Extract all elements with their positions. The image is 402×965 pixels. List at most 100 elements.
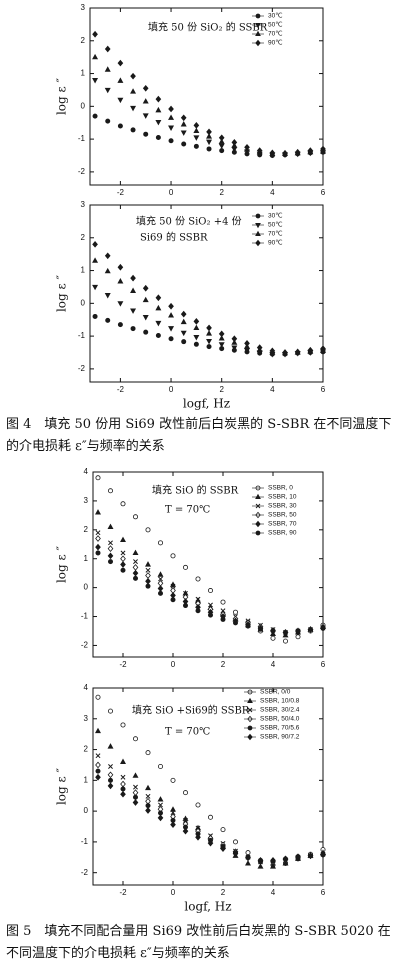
data-point (206, 324, 212, 332)
data-point (104, 66, 111, 72)
x-tick-label: 6 (321, 888, 326, 897)
y-tick-label: 3 (81, 200, 86, 209)
data-point (130, 127, 136, 133)
data-point (180, 330, 187, 337)
data-point (195, 596, 201, 602)
data-point (157, 571, 164, 577)
data-point (132, 564, 139, 571)
data-point (180, 318, 187, 325)
data-point (320, 145, 326, 153)
data-point (120, 561, 126, 568)
y-axis-label: log ε ″ (55, 767, 69, 805)
x-tick-label: -2 (117, 188, 125, 197)
data-point (206, 133, 213, 139)
data-point (232, 609, 238, 615)
data-point (92, 240, 98, 248)
data-point (282, 629, 288, 635)
data-point (120, 550, 126, 556)
legend-label: SSBR, 0 (268, 485, 293, 492)
data-point (143, 131, 149, 137)
data-point (145, 527, 151, 533)
plot-frame (89, 204, 324, 383)
data-point (307, 147, 314, 154)
data-point (142, 98, 149, 104)
y-tick-label: -1 (78, 331, 86, 340)
data-point (270, 857, 276, 864)
data-point (155, 119, 162, 126)
data-point (120, 722, 126, 728)
legend-marker (255, 230, 261, 236)
data-point (155, 320, 162, 327)
data-point (231, 339, 238, 345)
data-point (256, 147, 263, 154)
y-tick-label: 0 (81, 298, 86, 307)
data-point (104, 87, 111, 94)
data-point (107, 523, 114, 530)
data-point (245, 623, 251, 629)
x-axis-label: logf, Hz (183, 397, 230, 411)
data-point (244, 143, 250, 151)
x-axis-label: logf, Hz (184, 900, 231, 914)
y-tick-label: 0 (84, 583, 89, 592)
x-tick-label: 6 (321, 660, 326, 669)
data-point (117, 301, 124, 307)
y-tick-label: -1 (81, 612, 89, 621)
data-point (181, 141, 187, 147)
data-point (206, 344, 212, 350)
data-point (195, 576, 201, 582)
annotation: T = 70℃ (165, 727, 210, 738)
data-point (142, 113, 149, 119)
data-point (157, 585, 164, 592)
figure-caption: 图 4 填充 50 份用 Si69 改性前后白炭黑的 S-SBR 在不同温度下的… (6, 417, 392, 454)
data-point (120, 536, 126, 543)
data-point (182, 564, 188, 570)
data-point (180, 121, 187, 127)
y-axis-label: log ε ″ (55, 545, 69, 583)
data-point (130, 88, 137, 94)
y-tick-label: 2 (81, 36, 86, 45)
legend-label: 30℃ (268, 212, 283, 220)
data-point (95, 475, 101, 481)
data-point (170, 777, 176, 783)
data-point (92, 313, 98, 319)
legend-marker (255, 223, 261, 229)
data-point (104, 293, 111, 299)
data-point (206, 338, 213, 345)
data-point (95, 694, 101, 700)
data-point (232, 620, 238, 626)
y-tick-label: 2 (81, 233, 86, 242)
data-point (95, 509, 101, 515)
data-point (95, 535, 101, 542)
data-point (220, 599, 226, 605)
data-point (107, 545, 114, 552)
data-point (220, 827, 226, 833)
data-point (182, 603, 188, 609)
data-point (157, 540, 163, 546)
data-point (132, 514, 138, 520)
data-point (193, 324, 200, 330)
data-point (294, 148, 301, 156)
data-point (206, 139, 213, 146)
data-point (257, 857, 264, 864)
data-point (95, 530, 101, 536)
data-point (218, 342, 225, 348)
data-point (130, 105, 137, 112)
y-tick-label: 1 (81, 266, 86, 275)
y-tick-label: -2 (78, 364, 86, 373)
data-point (218, 138, 225, 144)
data-point (219, 148, 225, 154)
data-point (108, 540, 113, 546)
data-point (193, 121, 200, 129)
data-point (282, 855, 289, 863)
data-point (282, 149, 288, 157)
data-point (180, 114, 187, 122)
data-point (168, 114, 175, 120)
data-point (145, 583, 151, 589)
data-point (95, 550, 101, 556)
data-point (132, 569, 139, 577)
y-tick-label: 0 (81, 101, 86, 110)
legend-label: 70℃ (268, 30, 283, 38)
data-point (180, 130, 187, 136)
data-point (193, 143, 199, 149)
data-point (157, 590, 163, 596)
